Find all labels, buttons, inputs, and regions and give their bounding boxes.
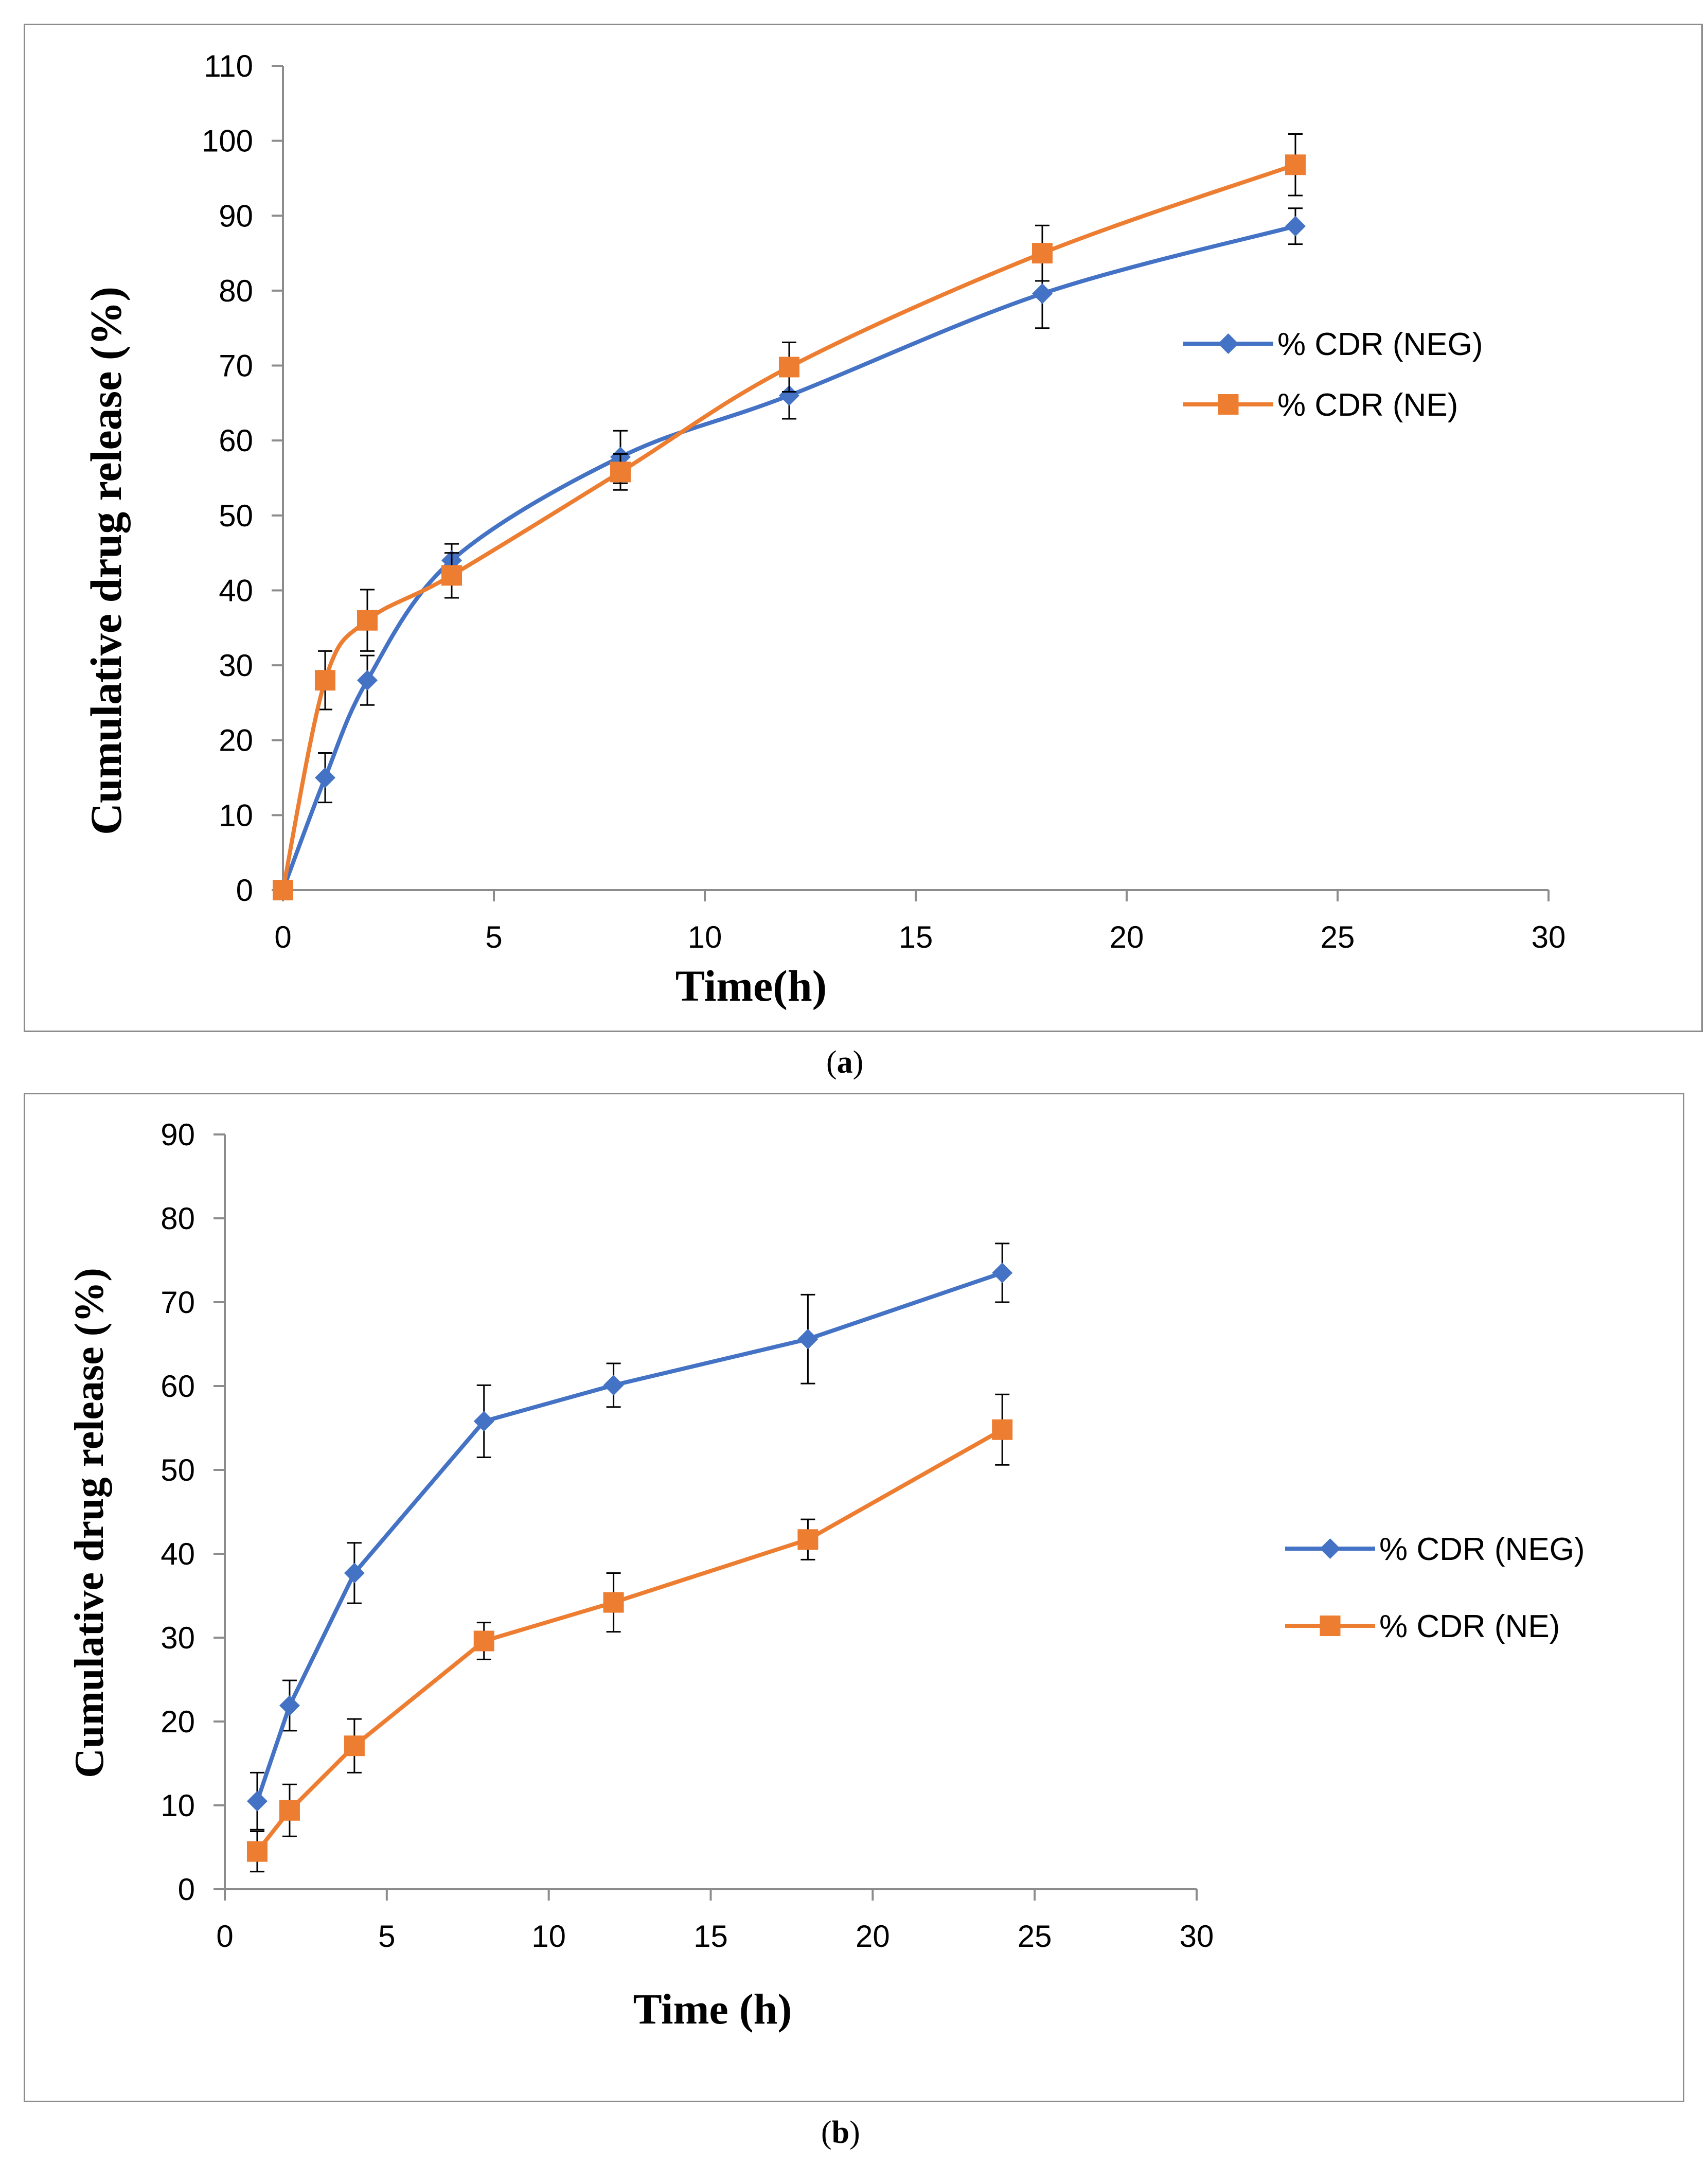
chart-a-y-tick-label: 30: [219, 648, 253, 683]
chart-b-series-neg-point: [279, 1695, 300, 1716]
chart-a-y-tick-label: 70: [219, 349, 253, 383]
chart-b-x-tick-label: 5: [378, 1919, 395, 1954]
chart-b-x-tick-label: 15: [693, 1919, 728, 1954]
chart-b-y-tick-label: 80: [161, 1201, 195, 1236]
chart-a-series-ne-line: [281, 163, 1297, 892]
chart-a-x-tick-label: 20: [1110, 920, 1144, 954]
chart-a-y-tick-label: 20: [219, 723, 253, 758]
chart-a-y-tick-label: 40: [219, 573, 253, 608]
chart-b-y-tick-label: 30: [161, 1621, 195, 1655]
chart-b-y-tick-label: 40: [161, 1537, 195, 1571]
chart-a-x-tick-label: 15: [899, 920, 933, 954]
chart-a-series-ne-point: [273, 880, 293, 900]
chart-b-legend-marker: [1320, 1538, 1341, 1559]
chart-b-y-tick-label: 50: [161, 1453, 195, 1487]
panel-b-caption: (b): [821, 2115, 860, 2150]
chart-b-series-ne-point: [473, 1630, 494, 1652]
chart-b-series-neg-line: [255, 1270, 1005, 1803]
chart-a-x-tick-label: 5: [485, 920, 502, 954]
chart-a-x-tick-label: 25: [1321, 920, 1355, 954]
chart-a-y-axis-title: Cumulative drug release (%): [81, 287, 131, 835]
chart-a-series-ne-point: [1285, 154, 1306, 175]
chart-b-y-axis-title: Cumulative drug release (%): [67, 1268, 112, 1778]
chart-b-y-tick-label: 90: [161, 1117, 195, 1152]
chart-a-y-tick-label: 110: [204, 49, 253, 83]
panel-b-caption-letter: b: [831, 2115, 850, 2150]
chart-a-series-ne-point: [357, 610, 378, 631]
panel-b-frame: [24, 1093, 1684, 2102]
chart-b: 0 10 20 30 40 50 60 70 80 90 0 5 10 15 20 25 30 Time (h) C…: [67, 1117, 1585, 2033]
chart-a-y-tick-label: 10: [219, 798, 253, 832]
chart-a-y-tick-label: 50: [219, 499, 253, 533]
chart-a-legend-marker: [1218, 333, 1239, 354]
chart-b-y-tick-label: 60: [161, 1369, 195, 1404]
chart-b-series-ne-line: [255, 1427, 1005, 1854]
chart-b-x-tick-label: 20: [856, 1919, 890, 1954]
chart-a-y-tick-label: 80: [219, 274, 253, 308]
chart-b-series-neg-point: [992, 1262, 1013, 1283]
chart-b-legend-label: % CDR (NE): [1379, 1609, 1560, 1644]
panel-a-frame: [24, 24, 1703, 1032]
chart-a: 0 10 20 30 40 50 60 70 80 90 100 110 0 5 10 15 20 25 30 Tim…: [81, 49, 1565, 1010]
chart-a-x-tick-label: 10: [688, 920, 722, 954]
chart-b-x-axis-title: Time (h): [633, 1985, 792, 2033]
chart-a-series-neg-point: [779, 385, 799, 406]
chart-b-series-ne-point: [992, 1419, 1013, 1440]
chart-a-series-ne-point: [441, 565, 462, 586]
chart-b-series-neg-point: [797, 1328, 819, 1350]
chart-a-series-neg-line: [281, 224, 1297, 892]
panel-a-caption-letter: a: [837, 1045, 853, 1080]
chart-b-legend-label: % CDR (NEG): [1379, 1532, 1585, 1567]
chart-a-x-axis-title: Time(h): [675, 961, 827, 1010]
chart-b-series-neg-point: [246, 1790, 268, 1812]
chart-b-series-ne-point: [246, 1841, 268, 1862]
chart-a-y-tick-label: 0: [236, 873, 253, 908]
chart-a-x-tick-label: 30: [1532, 920, 1566, 954]
chart-b-series-ne-point: [344, 1735, 365, 1756]
chart-b-x-tick-label: 30: [1180, 1919, 1214, 1954]
chart-a-series-neg-point: [1032, 283, 1053, 304]
chart-b-y-tick-label: 10: [161, 1788, 195, 1823]
chart-a-series-neg-point: [315, 767, 335, 788]
chart-a-series-neg-point: [357, 670, 378, 691]
chart-a-y-tick-label: 60: [219, 423, 253, 458]
chart-a-x-tick-label: 0: [274, 920, 291, 954]
chart-a-series-ne-point: [610, 462, 631, 483]
chart-b-x-tick-label: 25: [1018, 1919, 1052, 1954]
chart-a-legend-label: % CDR (NEG): [1277, 327, 1483, 362]
chart-b-series-ne-point: [797, 1529, 819, 1550]
chart-b-x-tick-label: 10: [531, 1919, 566, 1954]
chart-b-legend-marker: [1320, 1616, 1341, 1636]
chart-b-series-neg-point: [344, 1563, 365, 1584]
chart-b-y-tick-label: 70: [161, 1285, 195, 1320]
chart-b-y-tick-label: 20: [161, 1705, 195, 1739]
chart-b-series-ne-point: [603, 1592, 624, 1613]
chart-a-y-tick-label: 100: [202, 124, 253, 158]
chart-a-y-tick-label: 90: [219, 199, 253, 233]
chart-a-series-neg-point: [1285, 216, 1306, 237]
chart-a-series-ne-point: [1032, 243, 1053, 264]
chart-b-x-tick-label: 0: [216, 1919, 233, 1954]
chart-b-series-ne-point: [279, 1800, 300, 1821]
chart-b-series-neg-point: [603, 1375, 624, 1396]
chart-a-legend-label: % CDR (NE): [1277, 387, 1458, 423]
chart-a-series-ne-point: [779, 357, 799, 378]
chart-b-series-neg-point: [473, 1411, 494, 1432]
chart-a-series-ne-point: [315, 670, 335, 691]
panel-a-caption: (a): [826, 1045, 864, 1080]
chart-b-y-tick-label: 0: [178, 1872, 195, 1907]
chart-a-legend-marker: [1218, 394, 1239, 415]
